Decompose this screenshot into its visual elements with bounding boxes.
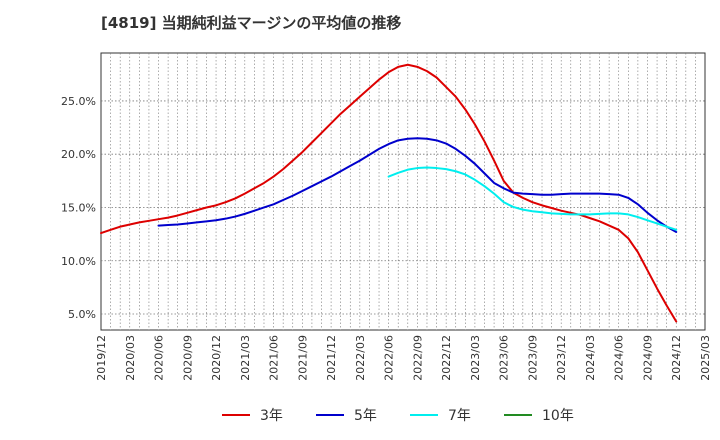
y-tick-label: 15.0%	[61, 201, 96, 214]
legend: 3年 5年 7年 10年	[222, 408, 574, 424]
chart-title: [4819] 当期純利益マージンの平均値の推移	[101, 14, 401, 32]
y-axis-tick-labels: 5.0% 10.0% 15.0% 20.0% 25.0%	[61, 95, 96, 321]
x-tick-label: 2022/09	[411, 335, 424, 381]
x-tick-label: 2023/03	[469, 335, 482, 381]
x-tick-label: 2024/03	[584, 335, 597, 381]
horizontal-gridlines	[101, 100, 705, 315]
x-axis-tick-labels: 2019/12 2020/03 2020/06 2020/09 2020/12 2021/…	[95, 335, 712, 381]
x-tick-label: 2024/12	[670, 335, 683, 381]
x-tick-label: 2021/06	[268, 335, 281, 381]
plot-area	[100, 52, 706, 331]
x-tick-label: 2022/06	[383, 335, 396, 381]
x-tick-label: 2022/12	[440, 335, 453, 381]
x-tick-label: 2023/09	[526, 335, 539, 381]
x-tick-label: 2021/12	[325, 335, 338, 381]
legend-label: 10年	[542, 408, 574, 424]
legend-label: 3年	[260, 408, 283, 424]
x-tick-label: 2024/06	[613, 335, 626, 381]
x-tick-label: 2020/06	[153, 335, 166, 381]
y-tick-label: 5.0%	[68, 308, 96, 321]
x-tick-label: 2020/12	[210, 335, 223, 381]
y-tick-label: 10.0%	[61, 255, 96, 268]
x-tick-label: 2023/12	[555, 335, 568, 381]
x-tick-label: 2022/03	[354, 335, 367, 381]
series-line-5年	[157, 137, 678, 233]
y-tick-label: 25.0%	[61, 95, 96, 108]
legend-label: 5年	[354, 408, 377, 424]
x-tick-label: 2020/03	[124, 335, 137, 381]
x-tick-label: 2020/09	[181, 335, 194, 381]
legend-label: 7年	[448, 408, 471, 424]
x-tick-label: 2025/03	[699, 335, 712, 381]
x-tick-label: 2021/03	[239, 335, 252, 381]
x-tick-label: 2024/09	[641, 335, 654, 381]
series-lines	[100, 63, 678, 323]
x-tick-label: 2021/09	[296, 335, 309, 381]
vertical-gridlines	[110, 53, 696, 330]
x-tick-label: 2023/06	[498, 335, 511, 381]
series-line-7年	[387, 166, 678, 231]
x-tick-label: 2019/12	[95, 335, 108, 381]
y-tick-label: 20.0%	[61, 148, 96, 161]
